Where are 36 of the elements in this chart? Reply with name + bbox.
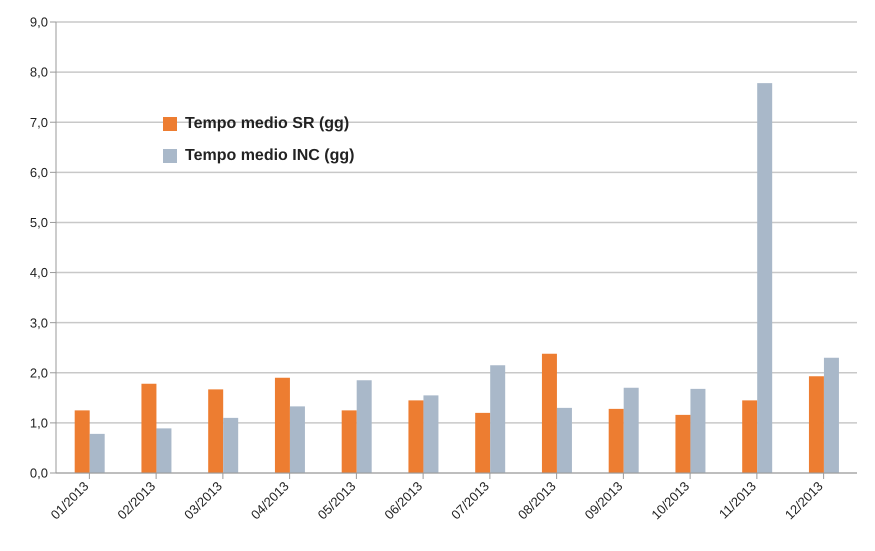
bar — [274, 378, 290, 473]
bar — [156, 428, 172, 473]
legend-label: Tempo medio SR (gg) — [185, 114, 350, 134]
bar — [290, 406, 305, 473]
bar — [542, 354, 557, 473]
bar — [408, 400, 424, 473]
y-tick-label: 0,0 — [30, 466, 48, 481]
bar — [690, 388, 706, 473]
bar — [624, 388, 639, 473]
y-tick-label: 7,0 — [30, 114, 48, 130]
legend-label: Tempo medio INC (gg) — [185, 146, 354, 166]
y-tick-label: 6,0 — [30, 164, 48, 180]
bar — [356, 380, 372, 473]
bar — [675, 414, 690, 473]
bar — [141, 384, 156, 473]
bar — [757, 83, 772, 473]
y-tick-label: 5,0 — [30, 215, 48, 230]
bar — [556, 408, 572, 473]
y-tick-label: 3,0 — [30, 315, 48, 330]
bar — [208, 389, 224, 473]
bar — [824, 358, 839, 473]
y-tick-label: 1,0 — [30, 416, 48, 431]
bar — [90, 434, 105, 473]
bar — [423, 395, 438, 473]
y-tick-label: 8,0 — [30, 64, 48, 80]
y-tick-label: 2,0 — [30, 365, 48, 380]
y-tick-label: 4,0 — [30, 265, 48, 280]
bar — [608, 408, 624, 473]
y-tick-label: 9,0 — [30, 14, 48, 30]
bar — [475, 412, 490, 473]
bar — [74, 410, 90, 473]
bar — [490, 365, 506, 473]
bar — [223, 418, 238, 473]
bar — [808, 376, 824, 473]
bar — [342, 410, 357, 473]
bar — [742, 400, 758, 473]
